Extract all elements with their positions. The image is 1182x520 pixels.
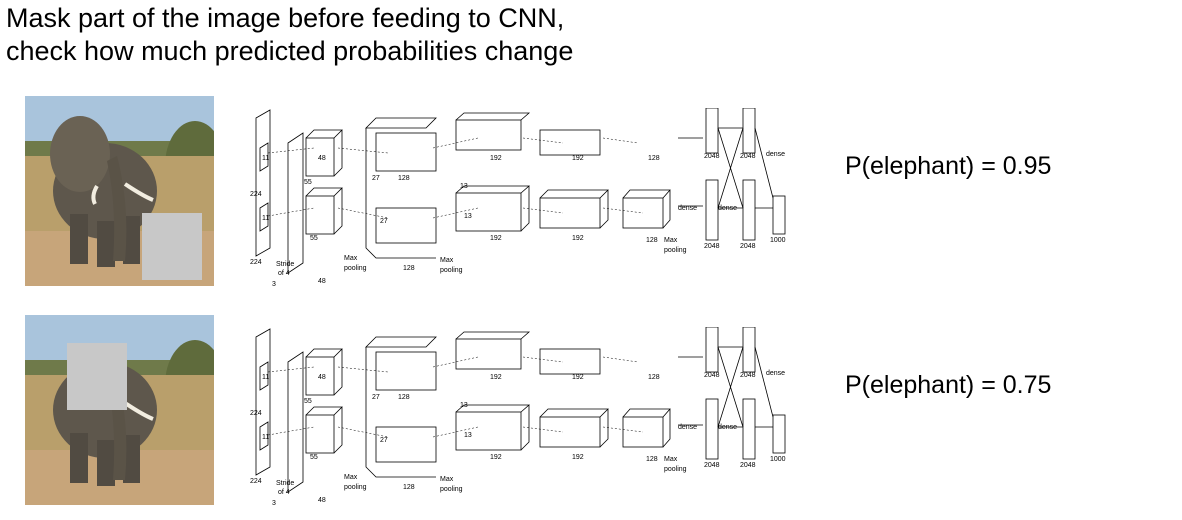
- label-2048: 2048: [704, 153, 720, 160]
- label-c192: 192: [490, 374, 502, 381]
- label-c128-b: 128: [403, 484, 415, 491]
- label-pooling-1: pooling: [344, 265, 367, 272]
- label-55: 55: [304, 179, 312, 186]
- label-input-depth: 3: [272, 281, 276, 286]
- label-dense-2: dense: [718, 205, 737, 212]
- label-2048-b: 2048: [704, 243, 720, 250]
- label-13: 13: [460, 183, 468, 190]
- label-stride-4: of 4: [278, 489, 290, 496]
- label-13: 13: [460, 402, 468, 409]
- label-c48: 48: [318, 155, 326, 162]
- label-dense-2: dense: [718, 424, 737, 431]
- label-c128-d: 128: [646, 237, 658, 244]
- label-pooling-1: pooling: [344, 484, 367, 491]
- example-row-1: 224 224 11 11 Stride of 4 3 55 55 48 48 …: [0, 96, 1182, 296]
- label-input-size-2: 224: [250, 259, 262, 266]
- label-27-b: 27: [380, 218, 388, 225]
- label-stride: Stride: [276, 261, 294, 268]
- probability-label-1: P(elephant) = 0.95: [845, 152, 1052, 180]
- label-27: 27: [372, 394, 380, 401]
- label-2048-c: 2048: [740, 372, 756, 379]
- label-55-b: 55: [310, 235, 318, 242]
- label-c48-b: 48: [318, 278, 326, 285]
- cnn-architecture-diagram-2: 224 224 11 11 Stride of 4 3 55 55 48 48 …: [250, 327, 786, 505]
- label-55: 55: [304, 398, 312, 405]
- label-c48-b: 48: [318, 497, 326, 504]
- label-input-depth: 3: [272, 500, 276, 505]
- label-dense-1: dense: [678, 424, 697, 431]
- label-max-3: Max: [664, 456, 678, 463]
- label-c192-b: 192: [490, 235, 502, 242]
- label-pooling-2: pooling: [440, 267, 463, 274]
- label-c128: 128: [398, 175, 410, 182]
- label-dense-3: dense: [766, 151, 785, 158]
- label-2048-b: 2048: [704, 462, 720, 469]
- label-input-size: 224: [250, 191, 262, 198]
- label-max-2: Max: [440, 476, 454, 483]
- label-2048-c: 2048: [740, 153, 756, 160]
- label-c192-b: 192: [490, 454, 502, 461]
- label-max-2: Max: [440, 257, 454, 264]
- label-kernel-11-b: 11: [262, 434, 269, 441]
- label-c192-c: 192: [572, 155, 584, 162]
- elephant-shape: [50, 116, 157, 267]
- label-c48: 48: [318, 374, 326, 381]
- label-input-size-2: 224: [250, 478, 262, 485]
- elephant-photo: [25, 96, 214, 286]
- label-13-b: 13: [464, 213, 472, 220]
- label-kernel-11: 11: [262, 374, 269, 381]
- label-c192-d: 192: [572, 235, 584, 242]
- label-27: 27: [372, 175, 380, 182]
- probability-label-2: P(elephant) = 0.75: [845, 371, 1052, 399]
- label-c192-c: 192: [572, 374, 584, 381]
- example-row-2: 224 224 11 11 Stride of 4 3 55 55 48 48 …: [0, 315, 1182, 515]
- elephant-photo-2: [25, 315, 214, 505]
- label-c128-b: 128: [403, 265, 415, 272]
- cnn-architecture-diagram: 224 224 11 11 Stride of 4 3 55 55 48 48 …: [250, 108, 786, 286]
- label-max-1: Max: [344, 474, 358, 481]
- occlusion-mask-2: [67, 343, 127, 410]
- label-pooling-3: pooling: [664, 466, 687, 473]
- slide-title: Mask part of the image before feeding to…: [6, 2, 573, 68]
- title-line-2: check how much predicted probabilities c…: [6, 36, 574, 66]
- label-pooling-3: pooling: [664, 247, 687, 254]
- label-dense-3: dense: [766, 370, 785, 377]
- label-c192: 192: [490, 155, 502, 162]
- label-c192-d: 192: [572, 454, 584, 461]
- label-2048-d: 2048: [740, 243, 756, 250]
- label-2048-d: 2048: [740, 462, 756, 469]
- label-input-size: 224: [250, 410, 262, 417]
- label-pooling-2: pooling: [440, 486, 463, 493]
- label-c128-c: 128: [648, 155, 660, 162]
- label-55-b: 55: [310, 454, 318, 461]
- label-c128-c: 128: [648, 374, 660, 381]
- label-c128-d: 128: [646, 456, 658, 463]
- label-stride-4: of 4: [278, 270, 290, 277]
- label-27-b: 27: [380, 437, 388, 444]
- title-line-1: Mask part of the image before feeding to…: [6, 3, 565, 33]
- label-stride: Stride: [276, 480, 294, 487]
- label-dense-1: dense: [678, 205, 697, 212]
- label-1000: 1000: [770, 237, 786, 244]
- label-13-b: 13: [464, 432, 472, 439]
- label-2048: 2048: [704, 372, 720, 379]
- label-max-3: Max: [664, 237, 678, 244]
- label-1000: 1000: [770, 456, 786, 463]
- label-max-1: Max: [344, 255, 358, 262]
- label-kernel-11-b: 11: [262, 215, 269, 222]
- occlusion-mask: [142, 213, 202, 280]
- label-kernel-11: 11: [262, 155, 269, 162]
- label-c128: 128: [398, 394, 410, 401]
